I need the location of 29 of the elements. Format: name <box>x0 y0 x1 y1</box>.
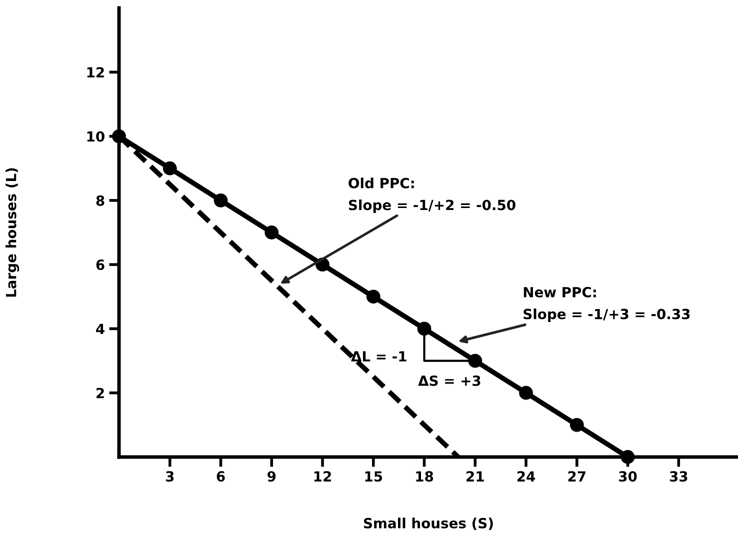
y-tick-label: 4 <box>96 324 104 334</box>
x-tick-label: 9 <box>268 471 276 482</box>
y-tick-label: 10 <box>87 131 104 142</box>
point <box>519 386 533 400</box>
x-tick-label: 21 <box>466 471 484 482</box>
y-tick-label: 6 <box>96 260 104 270</box>
x-tick-label: 6 <box>216 471 225 482</box>
annotation: Old PPC: Slope = -1/+2 = -0.50 <box>348 178 516 213</box>
y-tick-label: 12 <box>87 67 104 78</box>
x-tick-label: 33 <box>670 471 688 482</box>
x-axis-title: Small houses (S) <box>364 518 493 530</box>
y-tick-label: 8 <box>96 195 104 206</box>
x-tick-label: 18 <box>416 471 434 482</box>
x-tick-label: 24 <box>517 471 536 482</box>
annotation: ΔS = +3 <box>418 375 480 386</box>
point <box>570 418 584 432</box>
x-tick-label: 15 <box>365 471 382 482</box>
point <box>264 226 279 240</box>
x-tick-label: 30 <box>619 471 637 482</box>
y-tick-label: 2 <box>96 388 104 398</box>
x-tick-label: 12 <box>314 471 331 482</box>
point <box>214 193 228 208</box>
y-axis-title: Large houses (L) <box>6 168 20 297</box>
x-tick-label: 3 <box>166 471 174 482</box>
x-tick-label: 27 <box>568 471 586 482</box>
annotation: ΔL = -1 <box>351 351 406 362</box>
annotation: New PPC: Slope = -1/+3 = -0.33 <box>524 286 690 322</box>
point <box>162 161 177 176</box>
point <box>366 290 380 304</box>
